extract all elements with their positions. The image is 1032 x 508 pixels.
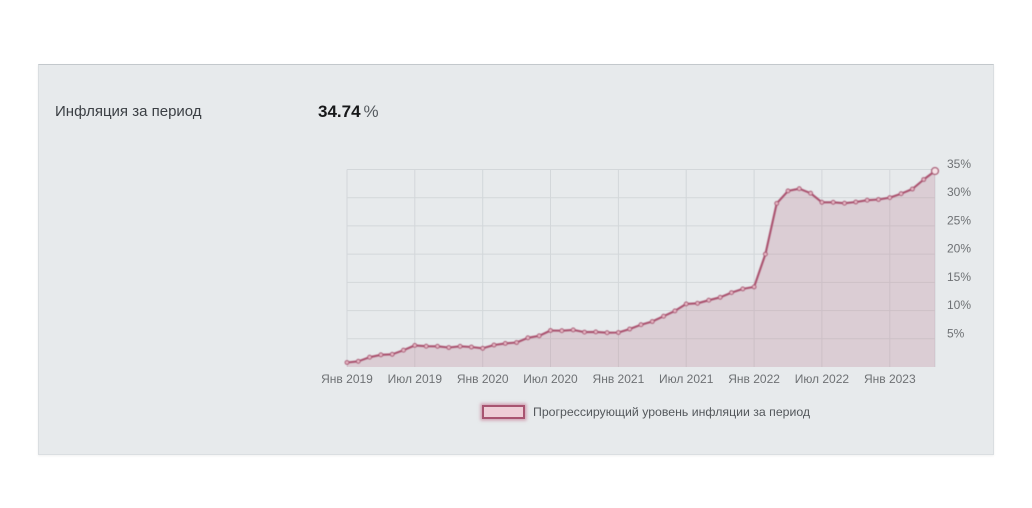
svg-text:Июл 2020: Июл 2020 [523, 372, 578, 386]
svg-text:Янв 2020: Янв 2020 [457, 372, 509, 386]
svg-text:Июл 2022: Июл 2022 [795, 372, 850, 386]
svg-text:Янв 2019: Янв 2019 [321, 372, 373, 386]
svg-text:Июл 2019: Июл 2019 [388, 372, 443, 386]
svg-text:35%: 35% [947, 157, 971, 171]
svg-text:20%: 20% [947, 242, 971, 256]
svg-text:Янв 2023: Янв 2023 [864, 372, 916, 386]
svg-text:25%: 25% [947, 213, 971, 227]
svg-text:30%: 30% [947, 185, 971, 199]
svg-text:Июл 2021: Июл 2021 [659, 372, 714, 386]
svg-text:10%: 10% [947, 298, 971, 312]
svg-text:Янв 2022: Янв 2022 [728, 372, 780, 386]
svg-text:5%: 5% [947, 326, 965, 340]
svg-text:Янв 2021: Янв 2021 [593, 372, 645, 386]
svg-text:15%: 15% [947, 270, 971, 284]
